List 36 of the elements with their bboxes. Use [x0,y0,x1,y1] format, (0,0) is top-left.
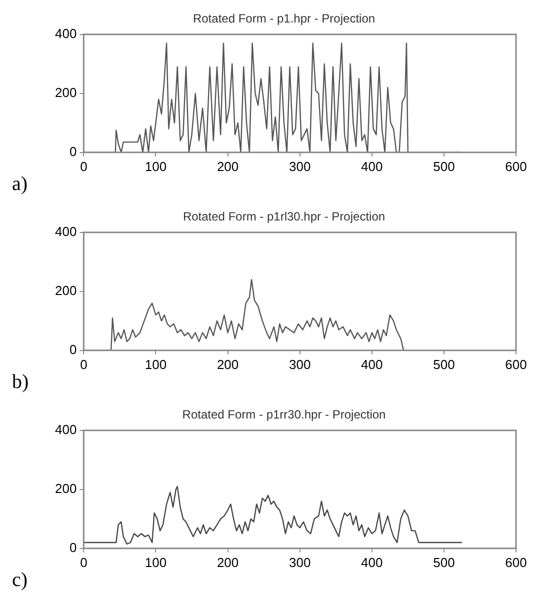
chart-title: Rotated Form - p1rl30.hpr - Projection [182,210,386,224]
x-tick-label: 0 [80,158,88,174]
chart-title: Rotated Form - p1rr30.hpr - Projection [182,408,386,422]
y-tick-label: 0 [69,342,77,357]
x-tick-label: 100 [144,356,167,372]
x-tick-label: 0 [80,554,88,570]
y-tick-label: 400 [54,26,77,41]
y-tick-label: 0 [69,540,77,555]
x-tick-label: 300 [288,554,311,570]
x-tick-label: 100 [144,554,167,570]
y-tick-label: 200 [54,84,77,100]
y-tick-label: 200 [54,480,77,496]
x-tick-label: 200 [216,554,239,570]
x-tick-label: 600 [505,554,527,570]
x-tick-label: 500 [433,554,455,570]
x-tick-label: 400 [361,554,383,570]
text: c) [12,569,28,592]
x-tick-label: 500 [433,158,455,174]
y-tick-label: 400 [54,224,77,239]
text: a) [12,173,28,196]
x-tick-label: 300 [288,356,311,372]
x-tick-label: 400 [361,158,383,174]
x-tick-label: 0 [80,356,88,372]
x-tick-label: 200 [216,356,239,372]
y-tick-label: 400 [54,422,77,437]
chart-title: Rotated Form - p1.hpr - Projection [192,12,376,26]
x-tick-label: 200 [216,158,239,174]
x-tick-label: 500 [433,356,455,372]
text: b) [12,371,29,394]
y-tick-label: 200 [54,282,77,298]
x-tick-label: 100 [144,158,167,174]
x-tick-label: 300 [288,158,311,174]
x-tick-label: 400 [361,356,383,372]
x-tick-label: 600 [505,356,527,372]
y-tick-label: 0 [69,144,77,159]
x-tick-label: 600 [505,158,527,174]
